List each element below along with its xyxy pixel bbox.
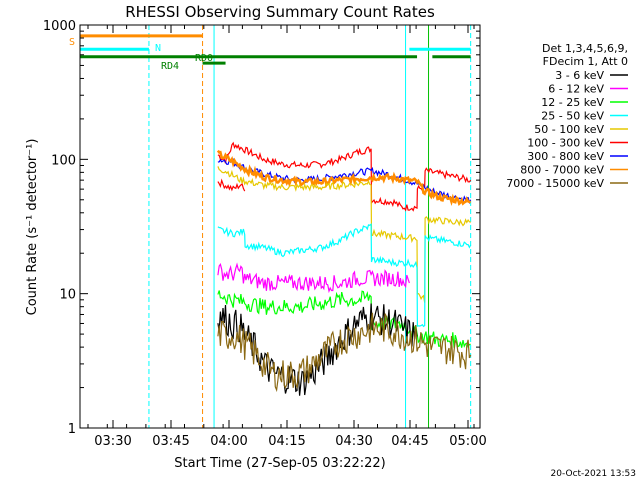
state-bar-label: S [69, 37, 75, 48]
x-tick-label: 03:45 [152, 434, 189, 449]
series-line [216, 149, 471, 207]
y-tick-label: 100 [51, 153, 76, 168]
state-bar-label: N [155, 43, 161, 54]
y-tick-label: 1000 [43, 19, 76, 34]
legend-entry-label: 800 - 7000 keV [520, 164, 604, 177]
series-line [217, 223, 472, 328]
legend-entry-label: 25 - 50 keV [541, 110, 604, 123]
legend-header-line: Det 1,3,4,5,6,9, [542, 42, 628, 55]
series-line [217, 141, 472, 212]
x-tick-label: 04:00 [210, 434, 247, 449]
x-tick-label: 05:00 [449, 434, 486, 449]
legend-entry-label: 100 - 300 keV [527, 137, 604, 150]
legend-entry-label: 6 - 12 keV [548, 83, 604, 96]
plot-area [80, 25, 472, 428]
state-bar-label: RD4 [161, 61, 179, 72]
y-tick-label: 1 [68, 422, 76, 437]
corner-timestamp: 20-Oct-2021 13:53 [551, 469, 636, 479]
legend-entry-label: 300 - 800 keV [527, 150, 604, 163]
chart-title: RHESSI Observing Summary Count Rates [125, 3, 435, 21]
series-line [217, 178, 246, 192]
plot-frame [79, 24, 481, 429]
legend: Det 1,3,4,5,6,9,FDecim 1, Att 03 - 6 keV… [506, 42, 628, 190]
x-tick-label: 04:45 [391, 434, 428, 449]
legend-entry-label: 12 - 25 keV [541, 96, 604, 109]
legend-header-line: FDecim 1, Att 0 [543, 55, 628, 68]
plot-clip-group [80, 25, 472, 428]
x-tick-label: 04:30 [335, 434, 372, 449]
legend-entry-label: 3 - 6 keV [555, 69, 604, 82]
x-tick-label: 04:15 [268, 434, 305, 449]
y-axis-label: Count Rate (s⁻¹ detector⁻¹) [25, 139, 40, 316]
x-axis-label: Start Time (27-Sep-05 03:22:22) [174, 456, 385, 471]
series-line [217, 262, 410, 294]
legend-entry-label: 50 - 100 keV [534, 123, 604, 136]
series-line [217, 166, 471, 303]
series-line [217, 312, 472, 393]
series-line [217, 290, 471, 349]
legend-entry-label: 7000 - 15000 keV [506, 177, 604, 190]
axes: 1 10 100 1000 03:30 03:45 04:00 04:15 04:30 04:45… [43, 19, 487, 449]
x-tick-label: 03:30 [94, 434, 131, 449]
y-tick-label: 10 [59, 288, 76, 303]
state-bar-label: RD0 [195, 53, 213, 64]
